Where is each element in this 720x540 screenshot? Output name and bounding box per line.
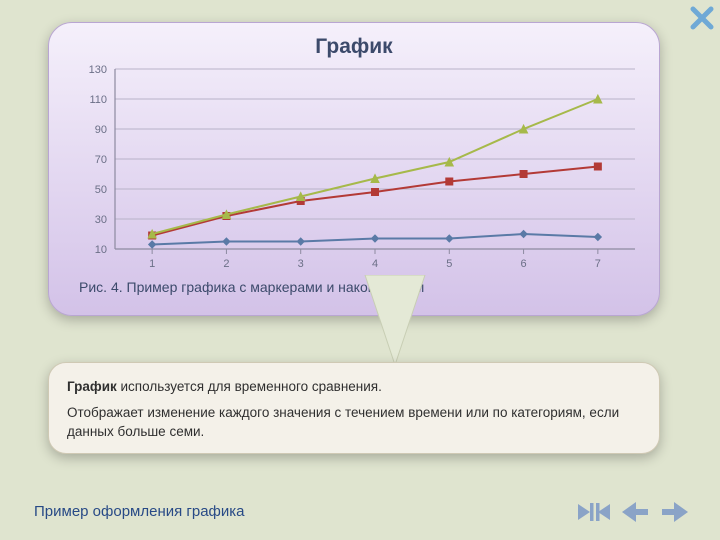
svg-text:7: 7 [595,258,601,270]
svg-text:10: 10 [95,244,107,256]
description-line-2: Отображает изменение каждого значения с … [67,403,641,442]
svg-text:1: 1 [149,258,155,270]
svg-text:4: 4 [372,258,378,270]
svg-text:5: 5 [446,258,452,270]
footer-label: Пример оформления графика [34,503,245,520]
chart-caption: Рис. 4. Пример графика с маркерами и нак… [71,279,637,295]
description-card: График используется для временного сравн… [48,362,660,454]
nav-next-button[interactable] [660,498,690,526]
svg-text:6: 6 [521,258,527,270]
svg-text:3: 3 [298,258,304,270]
nav-prev-button[interactable] [620,498,650,526]
svg-text:110: 110 [89,94,107,106]
svg-text:90: 90 [95,124,107,136]
chart-card: График 10 30 50 70 90 110 130 1 2 3 4 5 6 7 Рис. 4. П… [48,22,660,316]
svg-text:130: 130 [89,64,107,76]
close-button[interactable] [688,4,716,32]
nav-button-group [576,498,690,526]
nav-first-button[interactable] [576,498,610,526]
svg-text:30: 30 [95,214,107,226]
svg-text:50: 50 [95,184,107,196]
svg-text:70: 70 [95,154,107,166]
svg-text:2: 2 [223,258,229,270]
description-line-1: График используется для временного сравн… [67,377,641,397]
chart-title: График [71,35,637,59]
description-rest: используется для временного сравнения. [117,379,382,394]
description-bold: График [67,379,117,394]
line-chart: 10 30 50 70 90 110 130 1 2 3 4 5 6 7 [71,63,645,275]
close-icon [688,4,716,32]
